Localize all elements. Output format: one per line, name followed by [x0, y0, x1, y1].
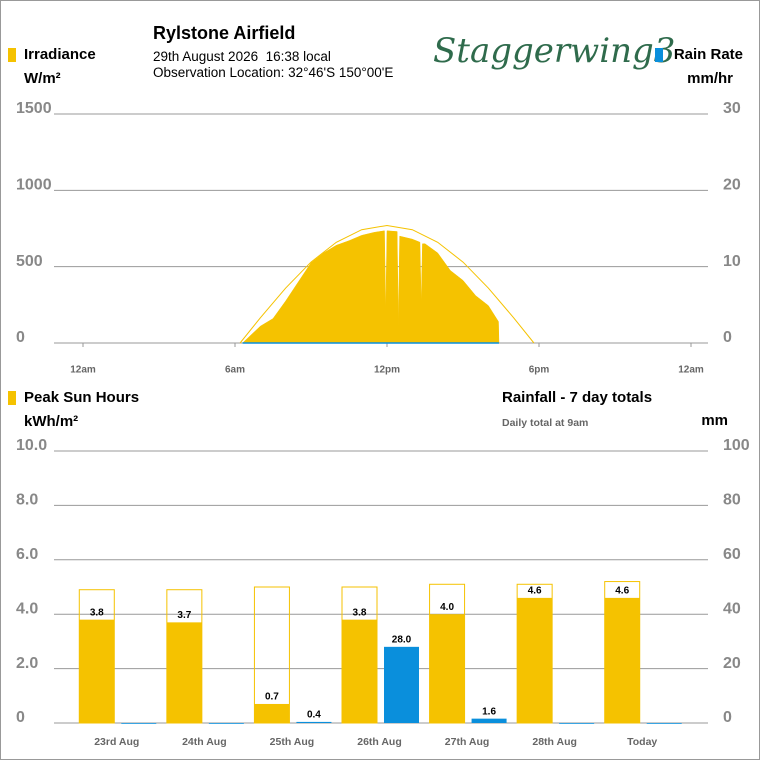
rain-bar [384, 646, 419, 723]
clear-sky-envelope [239, 224, 535, 344]
value-label: 28.0 [392, 634, 412, 645]
y2-tick-label: 40 [723, 600, 741, 617]
y2-unit: mm/hr [687, 70, 733, 87]
sun-bar [517, 597, 553, 723]
x-tick-label: 25th Aug [270, 736, 315, 748]
x-tick-label: 6pm [529, 365, 550, 376]
sun-bar [604, 597, 640, 723]
sun-bar [342, 619, 377, 723]
y-tick-label: 1500 [16, 100, 52, 117]
station-title: Rylstone Airfield [153, 23, 296, 43]
rain-bar [121, 723, 157, 724]
sun-bar [166, 622, 202, 723]
value-label: 4.0 [440, 602, 454, 613]
y2-tick-label: 0 [723, 709, 732, 726]
y-tick-label: 0 [16, 709, 25, 726]
y-tick-label: 10.0 [16, 437, 47, 454]
x-tick-label: 12am [70, 365, 96, 376]
legend-swatch [8, 48, 16, 62]
y-tick-label: 4.0 [16, 600, 38, 617]
y2-tick-label: 20 [723, 177, 741, 194]
value-label: 4.6 [528, 586, 542, 597]
sun-bar [79, 619, 115, 723]
x-tick-label: 6am [225, 365, 245, 376]
value-label: 3.7 [177, 610, 191, 621]
y2-tick-label: 100 [723, 437, 750, 454]
rain-bar [296, 721, 332, 723]
legend-swatch [8, 391, 16, 405]
value-label: 3.8 [90, 607, 104, 618]
y2-tick-label: 60 [723, 546, 741, 563]
y2-tick-label: 10 [723, 253, 741, 270]
x-tick-label: 24th Aug [182, 736, 227, 748]
y-unit: kWh/m² [24, 413, 78, 430]
value-label: 0.4 [307, 710, 321, 721]
x-tick-label: 23rd Aug [94, 736, 139, 748]
logo: Staggerwing3 [433, 31, 676, 71]
x-tick-label: 12pm [374, 365, 400, 376]
y-unit: W/m² [24, 70, 61, 87]
location: Observation Location: 32°46'S 150°00'E [153, 65, 394, 80]
y2-tick-label: 20 [723, 655, 741, 672]
y2-title: Rainfall - 7 day totals [502, 389, 652, 406]
x-tick-label: 12am [678, 365, 704, 376]
y-tick-label: 1000 [16, 177, 52, 194]
x-tick-label: 28th Aug [532, 736, 577, 748]
x-tick-label: 27th Aug [445, 736, 490, 748]
y-title: Peak Sun Hours [24, 389, 139, 406]
y2-tick-label: 0 [723, 329, 732, 346]
value-label: 0.7 [265, 692, 279, 703]
rain-bar [471, 718, 507, 723]
y2-tick-label: 30 [723, 100, 741, 117]
y-tick-label: 0 [16, 329, 25, 346]
value-label: 4.6 [615, 586, 629, 597]
sun-bar [429, 614, 465, 723]
x-tick-label: Today [627, 736, 657, 748]
value-label: 1.6 [482, 706, 496, 717]
y-tick-label: 500 [16, 253, 43, 270]
y2-unit: mm [701, 412, 728, 429]
sun-bar [254, 703, 290, 723]
y2-title: Rain Rate [674, 46, 743, 63]
rain-bar [559, 723, 595, 724]
legend-swatch [655, 48, 663, 62]
y-tick-label: 6.0 [16, 546, 38, 563]
y2-tick-label: 80 [723, 492, 741, 509]
value-label: 3.8 [353, 607, 367, 618]
y-title: Irradiance [24, 46, 96, 63]
rain-bar [646, 723, 682, 724]
x-tick-label: 26th Aug [357, 736, 402, 748]
y2-note: Daily total at 9am [502, 417, 588, 429]
datetime: 29th August 2026 16:38 local [153, 49, 331, 64]
y-tick-label: 2.0 [16, 655, 38, 672]
irradiance-area [241, 230, 500, 344]
rain-bar [208, 723, 244, 724]
y-tick-label: 8.0 [16, 492, 38, 509]
